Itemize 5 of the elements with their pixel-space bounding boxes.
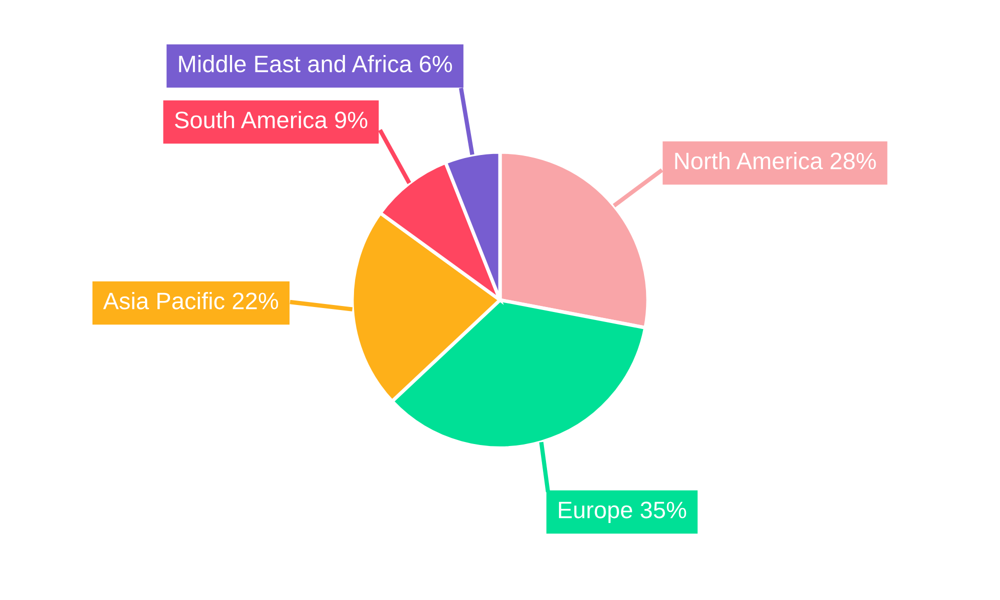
slice-label: Europe 35% (558, 502, 686, 524)
slice-label: North America 28% (675, 152, 876, 170)
slice-label: Asia Pacific 22% (103, 292, 278, 310)
slice-label: South America 9% (174, 110, 368, 128)
slice-label: Middle East and Africa 6% (179, 54, 452, 72)
